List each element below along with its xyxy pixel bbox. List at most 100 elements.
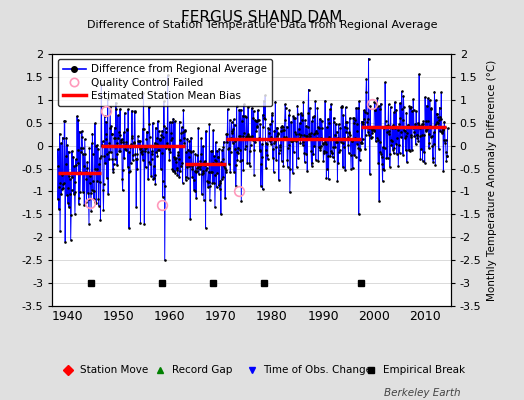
Point (302, 122, 311, 129)
Point (74, 201, 83, 207)
Point (363, 119, 372, 125)
Point (237, 106, 245, 113)
Point (197, 135, 205, 141)
Point (173, 172, 182, 178)
Point (223, 139, 231, 145)
Point (221, 195, 230, 201)
Point (112, 100, 120, 106)
Point (104, 96, 112, 102)
Point (292, 164, 301, 170)
Point (375, 105, 384, 112)
Point (152, 148, 160, 155)
Point (385, 128, 394, 134)
Point (71, 211, 79, 218)
Point (219, 174, 227, 180)
Point (73, 113, 81, 119)
Point (311, 98, 320, 104)
Point (206, 182, 214, 189)
Point (365, 125, 374, 131)
Point (228, 128, 236, 134)
Point (267, 134, 275, 141)
Point (400, 104, 408, 110)
Point (276, 144, 285, 150)
Point (314, 124, 322, 131)
Point (413, 132, 421, 139)
Point (263, 152, 271, 158)
Point (269, 146, 277, 152)
Point (270, 128, 279, 134)
Point (264, 125, 272, 131)
Point (281, 105, 290, 112)
Point (424, 131, 433, 137)
Point (315, 145, 324, 151)
Point (372, 100, 380, 106)
Point (388, 138, 396, 144)
Point (153, 135, 161, 141)
Point (80, 202, 89, 208)
Point (267, 118, 276, 124)
Point (85, 220, 93, 227)
Point (128, 135, 137, 142)
Point (171, 159, 180, 166)
Point (378, 178, 387, 184)
Point (75, 195, 83, 201)
Point (379, 144, 387, 150)
Point (349, 115, 357, 121)
Point (433, 111, 441, 117)
Point (400, 135, 409, 141)
Point (92, 200, 101, 206)
Point (296, 120, 304, 126)
Point (77, 169, 85, 176)
Point (388, 125, 397, 132)
Point (73, 160, 82, 166)
Point (283, 164, 292, 170)
Point (332, 128, 341, 135)
Point (226, 117, 234, 123)
Point (439, 126, 447, 132)
Point (320, 150, 328, 156)
Point (126, 168, 134, 174)
Point (420, 159, 429, 166)
Point (131, 109, 139, 116)
Point (424, 95, 432, 101)
Point (416, 132, 424, 139)
Point (427, 105, 435, 112)
Point (278, 124, 287, 131)
Point (441, 137, 450, 143)
Point (299, 98, 308, 105)
Point (81, 151, 90, 157)
Point (160, 257, 169, 263)
Point (155, 128, 163, 135)
Point (389, 146, 397, 153)
Point (224, 146, 232, 152)
Point (410, 133, 419, 139)
Point (231, 138, 239, 144)
Point (94, 196, 103, 202)
Point (225, 136, 234, 142)
Point (337, 139, 345, 145)
Point (235, 106, 243, 113)
Point (216, 178, 225, 184)
Point (124, 164, 132, 170)
Point (401, 128, 409, 134)
Point (79, 151, 88, 157)
Point (132, 203, 140, 210)
Point (199, 168, 208, 174)
Point (233, 149, 241, 155)
Point (241, 113, 249, 120)
Point (402, 110, 411, 116)
Point (380, 125, 388, 131)
Point (59, 180, 68, 187)
Point (369, 127, 378, 134)
Point (137, 145, 146, 152)
Point (175, 174, 183, 181)
Point (362, 76, 370, 82)
Point (219, 144, 227, 150)
Point (293, 136, 301, 142)
Text: 1940: 1940 (52, 310, 83, 322)
Point (64, 185, 72, 192)
Point (56, 130, 64, 137)
Point (305, 131, 313, 138)
Point (261, 146, 270, 153)
Point (383, 123, 391, 130)
